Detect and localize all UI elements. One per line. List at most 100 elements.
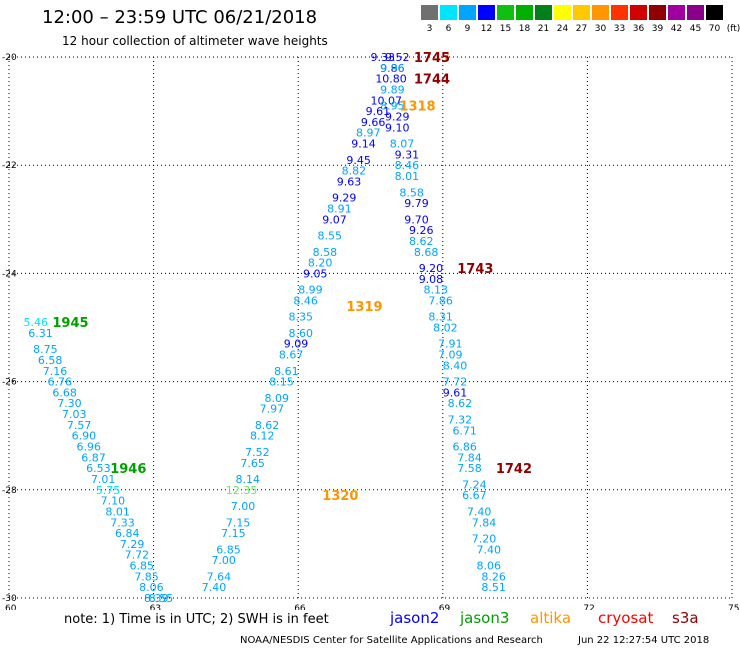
wave-height-point: 9.61 (443, 386, 468, 399)
colorbar-swatch (649, 5, 666, 20)
y-tick-label: -20 (2, 53, 17, 63)
wave-height-point: 7.52 (245, 446, 270, 459)
wave-height-point: 8.68 (414, 246, 439, 259)
colorbar-swatch (440, 5, 457, 20)
wave-height-point: 9.05 (303, 267, 328, 280)
wave-height-point: 7.40 (477, 543, 502, 556)
x-tick-label: 63 (150, 604, 161, 610)
x-tick-label: 75 (728, 604, 739, 610)
wave-height-point: 7.20 (472, 532, 497, 545)
wave-height-point: 8.75 (33, 343, 58, 356)
wave-height-point: 9.07 (322, 213, 347, 226)
wave-height-point: 8.06 (139, 581, 164, 594)
y-tick-label: -26 (2, 378, 17, 388)
wave-height-point: 7.15 (221, 527, 246, 540)
wave-height-point: 8.95 (380, 100, 405, 113)
colorbar-label: 30 (594, 24, 607, 34)
wave-height-point: 8.62 (448, 397, 473, 410)
wave-height-point: 6.58 (38, 354, 63, 367)
wave-height-point: 6.84 (115, 527, 140, 540)
wave-height-point: 8.35 (289, 311, 314, 324)
colorbar-label: 9 (464, 24, 471, 34)
wave-height-point: 6.76 (48, 376, 72, 389)
x-tick-label: 72 (583, 604, 594, 610)
mission-label-jason3: jason3 (460, 609, 510, 627)
wave-height-point: 6.71 (452, 424, 477, 437)
wave-height-point: 8.55 (149, 592, 174, 605)
mission-label-jason2: jason2 (390, 609, 440, 627)
pass-time-label: 1745 (414, 51, 450, 66)
wave-height-point: 9.52 (385, 51, 410, 64)
x-tick-label: 69 (439, 604, 451, 610)
wave-height-point: 8.15 (269, 376, 294, 389)
wave-height-point: 8.39 (144, 592, 169, 605)
colorbar-label: 24 (556, 24, 569, 34)
wave-height-point: 8.91 (327, 202, 352, 215)
wave-height-point: 10.80 (375, 73, 407, 86)
wave-height-point: 5.46 (23, 316, 48, 329)
wave-height-point: 7.72 (443, 376, 468, 389)
footer-timestamp: Jun 22 12:27:54 UTC 2018 (578, 635, 710, 646)
wave-height-point: 8.01 (105, 505, 129, 518)
wave-height-point: 7.00 (231, 500, 256, 513)
wave-height-point: 8.62 (409, 235, 434, 248)
colorbar-label: 39 (651, 24, 664, 34)
wave-height-point: 7.85 (134, 570, 159, 583)
wave-height-point: 6.53 (86, 462, 111, 475)
wave-height-point: 8.01 (395, 170, 420, 183)
wave-height-point: 8.46 (293, 294, 318, 307)
wave-height-point: 7.30 (57, 397, 81, 410)
wave-height-point: 7.72 (125, 549, 149, 562)
colorbar-label: 15 (499, 24, 512, 34)
wave-height-point: 7.57 (67, 419, 92, 432)
colorbar-label: (ft) (726, 24, 740, 34)
colorbar-swatch (573, 5, 590, 20)
wave-height-point: 9.20 (419, 262, 444, 275)
plot-marks: 9.339.52 79.869.9610.809.8910.078.959.619… (23, 51, 532, 605)
wave-height-point: 6.86 (452, 441, 477, 454)
wave-height-point: 8.07 (390, 138, 415, 151)
wave-height-point: 7.97 (260, 403, 285, 416)
wave-height-point: 9.33 (371, 51, 396, 64)
colorbar-swatch (535, 5, 552, 20)
wave-height-point: 7.01 (91, 473, 116, 486)
wave-height-point: 9.61 (366, 105, 391, 118)
wave-height-point: 7.84 (457, 451, 482, 464)
colorbar-swatch (497, 5, 514, 20)
wave-height-point: 5.75 (96, 484, 121, 497)
wave-height-point: 9.63 (337, 175, 362, 188)
wave-height-point: 8.26 (481, 570, 506, 583)
chart-title: 12:00 – 23:59 UTC 06/21/2018 (42, 7, 318, 28)
pass-time-label: 1744 (414, 73, 450, 88)
footer-note: note: 1) Time is in UTC; 2) SWH is in fe… (64, 612, 329, 627)
colorbar-swatch (592, 5, 609, 20)
wave-height-point: 9.86 (380, 62, 405, 75)
wave-height-point: 7.32 (448, 413, 473, 426)
colorbar-label: 42 (670, 24, 683, 34)
wave-height-point: 8.46 (395, 159, 420, 172)
wave-height-point: 8.60 (289, 327, 314, 340)
wave-height-point: 8.20 (308, 257, 333, 270)
wave-height-point: 8.58 (399, 186, 424, 199)
chart-subtitle: 12 hour collection of altimeter wave hei… (62, 34, 328, 48)
wave-height-point: 6.85 (216, 543, 241, 556)
pass-time-label: 1743 (457, 262, 493, 277)
wave-height-point: 8.02 (433, 322, 458, 335)
mission-label-s3a: s3a (672, 609, 699, 627)
wave-height-point: 7.09 (438, 349, 463, 362)
colorbar-swatch (611, 5, 628, 20)
colorbar-label: 3 (426, 24, 433, 34)
pass-time-label: 1946 (110, 462, 146, 477)
y-tick-label: -22 (2, 161, 17, 171)
wave-height-point: 6.68 (52, 386, 77, 399)
wave-height-point: 8.06 (477, 560, 502, 573)
colorbar-label: 27 (575, 24, 588, 34)
wave-height-point: 7.15 (226, 516, 251, 529)
colorbar-swatch (668, 5, 685, 20)
colorbar-label: 6 (445, 24, 452, 34)
wave-height-point: 7.86 (428, 294, 453, 307)
x-tick-label: 60 (5, 604, 17, 610)
wave-height-point: 7.65 (240, 457, 264, 470)
y-tick-label: -24 (2, 269, 17, 279)
colorbar-swatch (478, 5, 495, 20)
